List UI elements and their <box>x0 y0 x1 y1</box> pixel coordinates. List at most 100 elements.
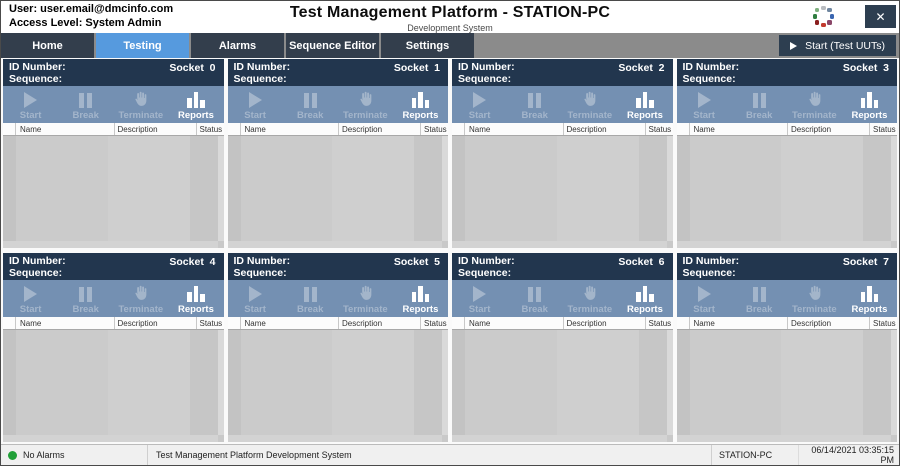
reports-button[interactable]: Reports <box>393 280 448 317</box>
terminate-button[interactable]: Terminate <box>113 86 168 123</box>
column-header-description[interactable]: Description <box>787 317 869 329</box>
socket-grid: ID Number: Sequence: Socket 0 Start Brea… <box>1 58 899 444</box>
reports-button[interactable]: Reports <box>168 86 223 123</box>
socket-panel: ID Number: Sequence: Socket 0 Start Brea… <box>3 59 224 248</box>
tab-alarms[interactable]: Alarms <box>191 33 284 58</box>
column-header-description[interactable]: Description <box>562 123 645 135</box>
column-header-name[interactable]: Name <box>693 318 715 328</box>
horizontal-scrollbar[interactable] <box>452 435 667 442</box>
terminate-button[interactable]: Terminate <box>338 86 393 123</box>
column-header-description[interactable]: Description <box>113 317 196 329</box>
id-number-label: ID Number: <box>233 61 291 73</box>
column-header-name[interactable]: Name <box>693 124 715 134</box>
table-row-stub <box>452 317 465 329</box>
reports-button[interactable]: Reports <box>842 280 897 317</box>
vertical-scrollbar[interactable] <box>442 136 448 241</box>
close-icon[interactable]: ✕ <box>865 5 896 28</box>
terminate-button[interactable]: Terminate <box>787 86 842 123</box>
break-button[interactable]: Break <box>58 280 113 317</box>
tab-home[interactable]: Home <box>1 33 94 58</box>
vertical-scrollbar[interactable] <box>666 330 673 435</box>
terminate-button-label: Terminate <box>118 304 164 315</box>
vertical-scrollbar[interactable] <box>217 330 224 435</box>
terminate-button[interactable]: Terminate <box>113 280 168 317</box>
list-name-column <box>240 330 332 435</box>
column-header-status[interactable]: Status <box>869 317 897 329</box>
column-header-description[interactable]: Description <box>787 123 869 135</box>
column-header-name[interactable]: Name <box>20 318 42 328</box>
start-button[interactable]: Start <box>3 280 58 317</box>
break-button[interactable]: Break <box>283 86 338 123</box>
terminate-button[interactable]: Terminate <box>562 280 617 317</box>
reports-button[interactable]: Reports <box>393 86 448 123</box>
list-description-column <box>556 136 639 241</box>
play-icon <box>473 286 487 302</box>
start-button[interactable]: Start <box>677 86 732 123</box>
results-list <box>3 330 224 442</box>
column-header-description[interactable]: Description <box>338 123 420 135</box>
column-header-name[interactable]: Name <box>469 124 491 134</box>
terminate-button[interactable]: Terminate <box>787 280 842 317</box>
column-header-status[interactable]: Status <box>644 317 673 329</box>
column-header-status[interactable]: Status <box>195 317 224 329</box>
socket-number-label: Socket 2 <box>618 62 665 74</box>
column-header-name[interactable]: Name <box>244 318 266 328</box>
sequence-label: Sequence: <box>458 267 512 279</box>
break-button[interactable]: Break <box>507 86 562 123</box>
vertical-scrollbar[interactable] <box>666 136 673 241</box>
column-header-description[interactable]: Description <box>338 317 420 329</box>
reports-button[interactable]: Reports <box>168 280 223 317</box>
column-header-name[interactable]: Name <box>20 124 42 134</box>
start-button[interactable]: Start <box>452 86 507 123</box>
tab-settings[interactable]: Settings <box>381 33 474 58</box>
column-header-status[interactable]: Status <box>644 123 673 135</box>
break-button[interactable]: Break <box>283 280 338 317</box>
column-header-status[interactable]: Status <box>195 123 224 135</box>
start-button[interactable]: Start <box>452 280 507 317</box>
reports-button[interactable]: Reports <box>617 280 672 317</box>
pause-icon <box>303 93 317 108</box>
terminate-button[interactable]: Terminate <box>338 280 393 317</box>
break-button-label: Break <box>745 304 773 315</box>
hand-icon <box>131 284 150 302</box>
start-button[interactable]: Start <box>3 86 58 123</box>
vertical-scrollbar[interactable] <box>442 330 448 435</box>
vertical-scrollbar[interactable] <box>217 136 224 241</box>
break-button[interactable]: Break <box>732 280 787 317</box>
start-button[interactable]: Start <box>228 86 283 123</box>
start-button[interactable]: Start <box>228 280 283 317</box>
list-description-column <box>556 330 639 435</box>
horizontal-scrollbar[interactable] <box>3 435 218 442</box>
start-test-uuts-button[interactable]: Start (Test UUTs) <box>779 35 896 56</box>
horizontal-scrollbar[interactable] <box>3 241 218 248</box>
break-button[interactable]: Break <box>507 280 562 317</box>
start-button[interactable]: Start <box>677 280 732 317</box>
vertical-scrollbar[interactable] <box>891 330 897 435</box>
socket-panel-header: ID Number: Sequence: Socket 2 <box>452 59 673 86</box>
terminate-button[interactable]: Terminate <box>562 86 617 123</box>
socket-panel-header: ID Number: Sequence: Socket 3 <box>676 59 897 86</box>
tab-testing[interactable]: Testing <box>96 33 189 58</box>
reports-button[interactable]: Reports <box>617 86 672 123</box>
results-table-header: Name Description Status <box>227 123 448 136</box>
break-button[interactable]: Break <box>732 86 787 123</box>
socket-toolbar: Start Break Terminate Reports <box>676 280 897 317</box>
column-header-name[interactable]: Name <box>469 318 491 328</box>
tab-sequence-editor[interactable]: Sequence Editor <box>286 33 379 58</box>
terminate-button-label: Terminate <box>342 110 388 121</box>
horizontal-scrollbar[interactable] <box>227 435 442 442</box>
break-button[interactable]: Break <box>58 86 113 123</box>
column-header-status[interactable]: Status <box>420 317 448 329</box>
reports-button[interactable]: Reports <box>842 86 897 123</box>
vertical-scrollbar[interactable] <box>891 136 897 241</box>
horizontal-scrollbar[interactable] <box>676 435 891 442</box>
horizontal-scrollbar[interactable] <box>227 241 442 248</box>
horizontal-scrollbar[interactable] <box>452 241 667 248</box>
column-header-name[interactable]: Name <box>244 124 266 134</box>
column-header-status[interactable]: Status <box>420 123 448 135</box>
column-header-description[interactable]: Description <box>562 317 645 329</box>
horizontal-scrollbar[interactable] <box>676 241 891 248</box>
id-number-label: ID Number: <box>458 61 515 73</box>
column-header-description[interactable]: Description <box>113 123 196 135</box>
column-header-status[interactable]: Status <box>869 123 897 135</box>
